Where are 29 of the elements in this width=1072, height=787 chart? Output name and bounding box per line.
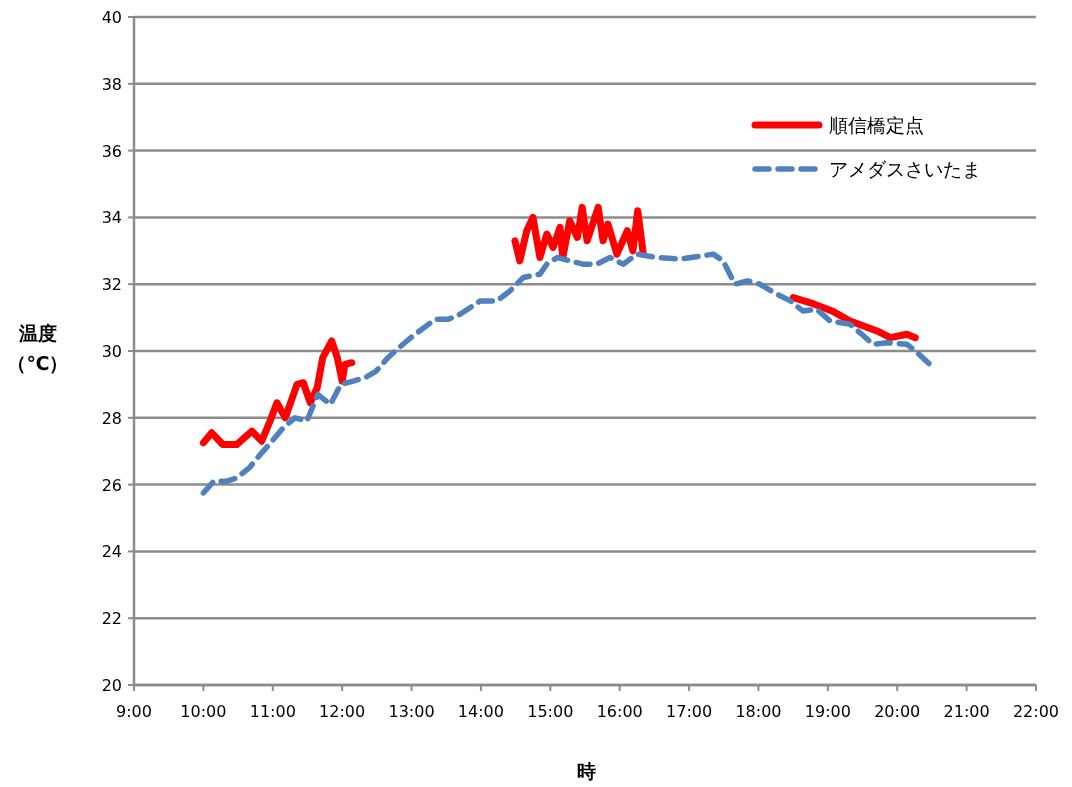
- x-tick-label: 11:00: [249, 702, 296, 721]
- x-tick-label: 18:00: [735, 702, 782, 721]
- y-tick-label: 38: [101, 74, 122, 94]
- x-tick-label: 16:00: [596, 702, 643, 721]
- y-tick-label: 20: [101, 676, 122, 695]
- y-axis-title: 温度（℃）: [7, 322, 69, 374]
- x-tick-label: 12:00: [319, 702, 366, 721]
- x-tick-label: 21:00: [943, 702, 990, 721]
- x-tick-label: 10:00: [180, 702, 227, 721]
- legend-label: 順信橋定点: [829, 114, 924, 136]
- x-tick-label: 14:00: [457, 702, 504, 721]
- x-tick-label: 19:00: [804, 702, 851, 721]
- y-tick-label: 26: [101, 475, 122, 495]
- x-axis-title: 時: [576, 760, 596, 782]
- y-tick-label: 34: [101, 208, 122, 228]
- x-tick-label: 9:00: [116, 702, 152, 721]
- x-tick-label: 17:00: [666, 702, 713, 721]
- y-tick-label: 36: [101, 141, 122, 161]
- x-tick-label: 15:00: [527, 702, 574, 721]
- x-tick-label: 13:00: [388, 702, 435, 721]
- y-tick-label: 22: [101, 609, 122, 629]
- x-tick-label: 22:00: [1012, 702, 1060, 721]
- y-tick-label: 32: [101, 275, 122, 295]
- y-tick-label: 28: [101, 408, 122, 428]
- y-tick-label: 24: [101, 542, 122, 562]
- y-tick-label: 40: [101, 8, 122, 27]
- y-tick-label: 30: [101, 342, 122, 361]
- legend-label: アメダスさいたま: [829, 158, 981, 180]
- x-tick-label: 20:00: [874, 702, 921, 721]
